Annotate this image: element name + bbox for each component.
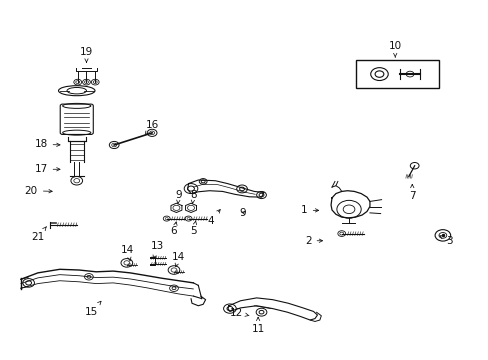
Text: 10: 10 [388, 41, 401, 57]
Text: 18: 18 [34, 139, 60, 149]
Text: 14: 14 [121, 245, 134, 261]
Text: 14: 14 [172, 252, 185, 267]
Text: 11: 11 [251, 317, 264, 334]
Text: 13: 13 [150, 242, 163, 258]
Text: 4: 4 [207, 210, 220, 226]
Text: 6: 6 [170, 222, 177, 237]
Text: 21: 21 [31, 227, 46, 242]
Text: 3: 3 [439, 236, 452, 246]
Text: 8: 8 [190, 190, 196, 203]
Text: 5: 5 [190, 221, 196, 237]
Text: 7: 7 [408, 184, 415, 201]
Text: 19: 19 [80, 47, 93, 62]
Text: 9: 9 [175, 190, 182, 203]
Text: 12: 12 [230, 307, 248, 318]
Text: 9: 9 [239, 207, 246, 217]
Text: 1: 1 [301, 205, 318, 215]
Text: 16: 16 [145, 120, 159, 135]
Text: 2: 2 [305, 236, 322, 246]
Text: 20: 20 [25, 186, 52, 196]
Text: 15: 15 [84, 301, 101, 317]
Text: 17: 17 [34, 164, 60, 174]
Bar [356, 60, 438, 88]
